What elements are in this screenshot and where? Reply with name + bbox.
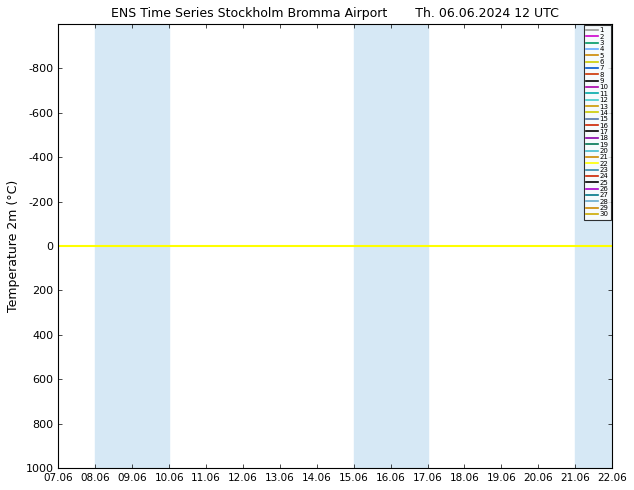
Bar bbox=[354, 24, 427, 468]
Bar bbox=[95, 24, 169, 468]
Y-axis label: Temperature 2m (°C): Temperature 2m (°C) bbox=[7, 180, 20, 312]
Title: ENS Time Series Stockholm Bromma Airport       Th. 06.06.2024 12 UTC: ENS Time Series Stockholm Bromma Airport… bbox=[112, 7, 559, 20]
Bar bbox=[575, 24, 612, 468]
Legend: 1, 2, 3, 4, 5, 6, 7, 8, 9, 10, 11, 12, 13, 14, 15, 16, 17, 18, 19, 20, 21, 22, 2: 1, 2, 3, 4, 5, 6, 7, 8, 9, 10, 11, 12, 1… bbox=[584, 25, 611, 220]
